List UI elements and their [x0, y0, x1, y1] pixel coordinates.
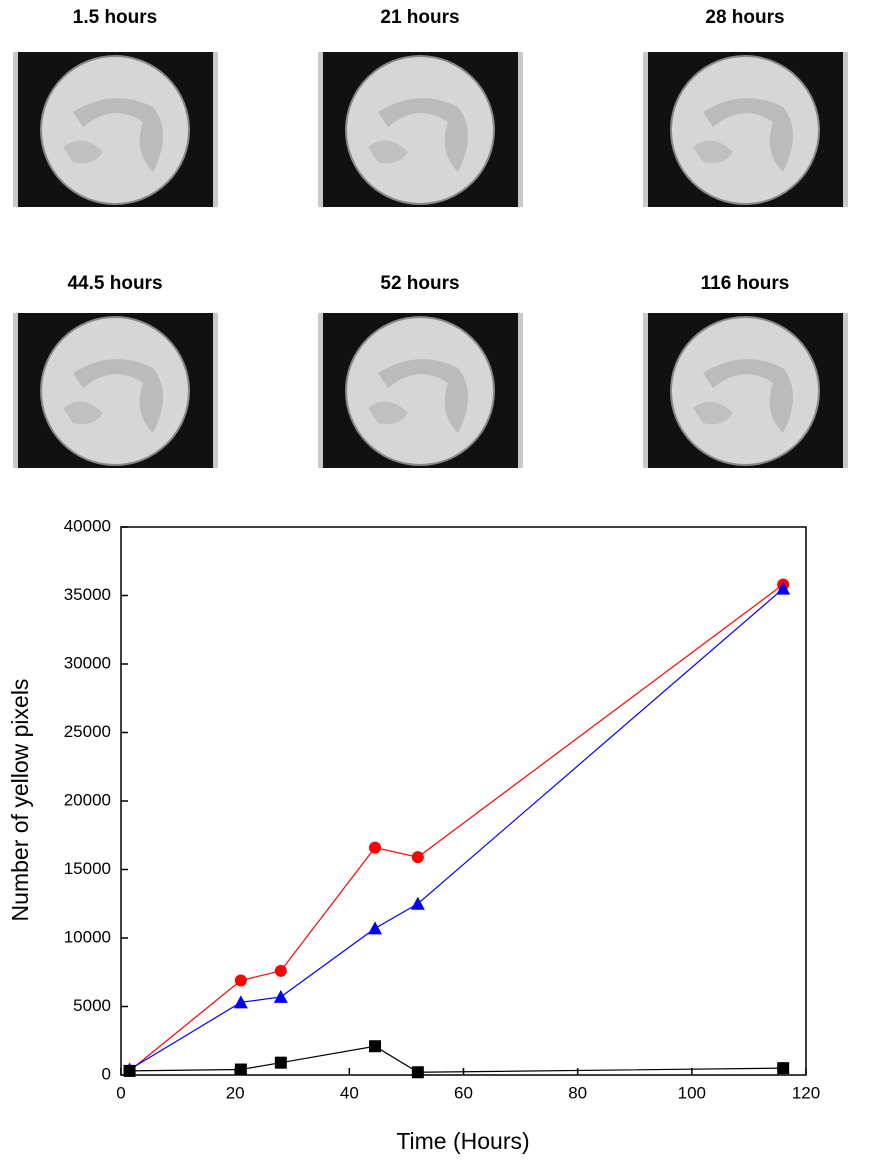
point: [124, 1065, 136, 1077]
y-axis-title: Number of yellow pixels: [7, 679, 33, 922]
dish-image: [13, 52, 218, 207]
dish-image: [643, 52, 848, 207]
y-tick-label: 0: [102, 1064, 111, 1083]
y-tick-label: 20000: [64, 790, 111, 809]
x-tick-label: 40: [340, 1083, 359, 1102]
x-tick-label: 0: [116, 1083, 125, 1102]
panel-caption: 1.5 hours: [73, 7, 157, 28]
dish-image: [318, 313, 523, 468]
y-tick-label: 15000: [64, 859, 111, 878]
point: [412, 851, 424, 863]
panel-caption: 116 hours: [701, 273, 790, 294]
point: [412, 1066, 424, 1078]
point: [411, 897, 425, 910]
point: [369, 1040, 381, 1052]
panel-caption: 44.5 hours: [67, 273, 162, 294]
panel-caption: 52 hours: [380, 273, 459, 294]
y-tick-label: 35000: [64, 585, 111, 604]
x-tick-label: 60: [454, 1083, 473, 1102]
plot-frame: [121, 527, 806, 1075]
dish-image: [643, 313, 848, 468]
dish-image: [13, 313, 218, 468]
page: 1.5 hours 21 hours 28 hours 44.5 hours 52 ho…: [0, 0, 869, 1163]
point: [235, 1064, 247, 1076]
point: [274, 990, 288, 1003]
y-tick-label: 5000: [73, 996, 111, 1015]
point: [235, 974, 247, 986]
point: [777, 1062, 789, 1074]
x-tick-label: 20: [226, 1083, 245, 1102]
panel-caption: 28 hours: [705, 7, 784, 28]
x-axis-title: Time (Hours): [396, 1128, 529, 1154]
point: [275, 965, 287, 977]
x-tick-label: 100: [678, 1083, 706, 1102]
y-tick-label: 30000: [64, 653, 111, 672]
point: [368, 921, 382, 934]
y-tick-label: 40000: [64, 516, 111, 535]
point: [275, 1057, 287, 1069]
point: [369, 842, 381, 854]
series-line: [130, 1046, 784, 1072]
dish-image: [318, 52, 523, 207]
y-tick-label: 25000: [64, 722, 111, 741]
image-panels: 1.5 hours 21 hours 28 hours 44.5 hours 52 ho…: [13, 7, 848, 468]
figure: 1.5 hours 21 hours 28 hours 44.5 hours 52 ho…: [0, 0, 869, 1163]
y-tick-label: 10000: [64, 927, 111, 946]
x-tick-label: 120: [792, 1083, 820, 1102]
panel-caption: 21 hours: [380, 7, 459, 28]
series-line: [130, 585, 784, 1071]
x-tick-label: 80: [568, 1083, 587, 1102]
